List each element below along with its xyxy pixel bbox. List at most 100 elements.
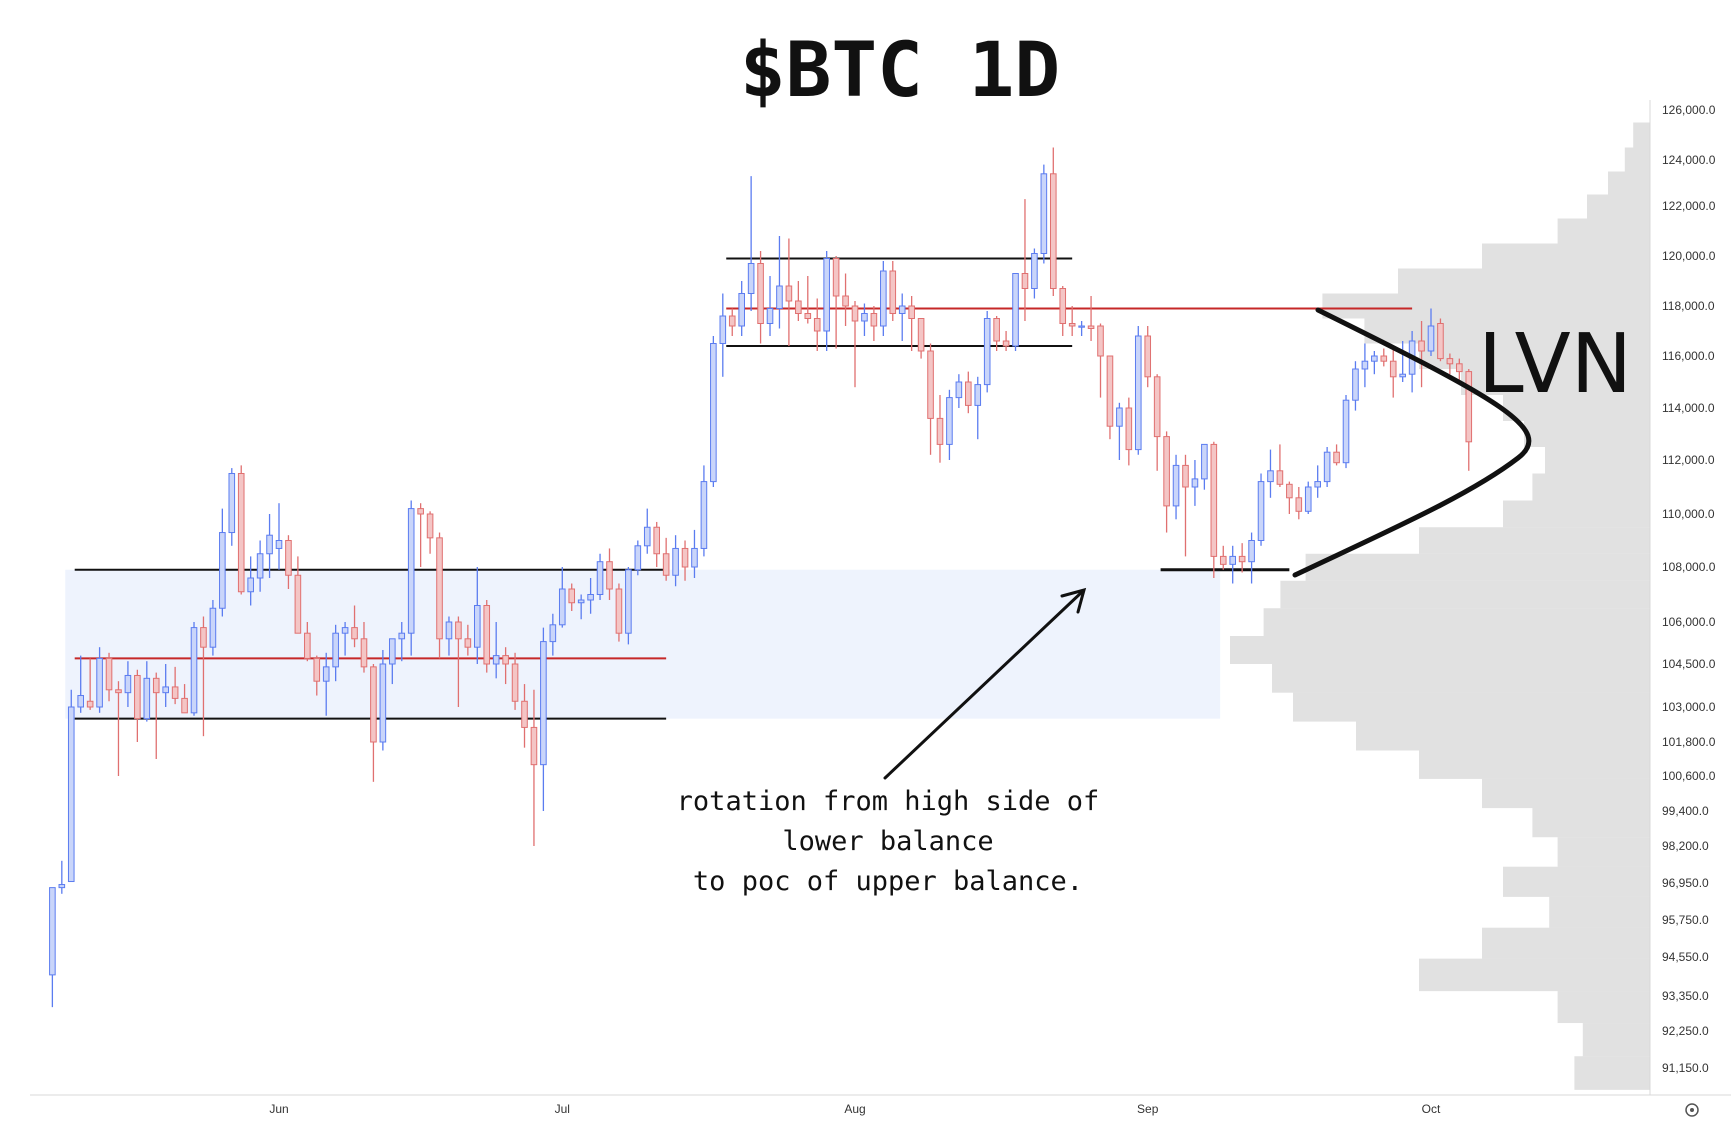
candle-body bbox=[880, 270, 887, 327]
candle bbox=[1333, 444, 1340, 466]
candle bbox=[266, 514, 273, 578]
candle bbox=[738, 281, 745, 336]
candle bbox=[124, 661, 132, 707]
candle-body bbox=[927, 350, 934, 419]
profile-bar bbox=[1419, 958, 1650, 992]
candle bbox=[861, 303, 868, 336]
candle-body bbox=[1182, 464, 1189, 488]
candle bbox=[1219, 545, 1227, 570]
candle-body bbox=[1078, 325, 1085, 328]
candle-body bbox=[304, 632, 311, 659]
candle-body bbox=[1286, 483, 1293, 499]
candle-body bbox=[1087, 325, 1095, 329]
candle-body bbox=[1437, 323, 1444, 360]
candle-body bbox=[426, 513, 434, 539]
candle-body bbox=[946, 397, 953, 445]
candle-body bbox=[1219, 555, 1227, 565]
profile-bar bbox=[1272, 664, 1650, 693]
candle-body bbox=[86, 700, 94, 708]
candle-body bbox=[1456, 363, 1463, 373]
candle-body bbox=[1049, 173, 1057, 289]
price-tick-label: 116,000.0 bbox=[1662, 349, 1715, 363]
profile-bar bbox=[1633, 122, 1650, 148]
candle bbox=[880, 261, 887, 336]
candle bbox=[615, 583, 623, 642]
candle bbox=[719, 293, 727, 377]
price-tick-label: 103,000.0 bbox=[1662, 700, 1716, 714]
profile-bar bbox=[1608, 171, 1650, 195]
candle-body bbox=[313, 657, 321, 682]
candle-body bbox=[492, 655, 500, 665]
candle-body bbox=[672, 547, 679, 576]
price-tick-label: 120,000.0 bbox=[1662, 249, 1716, 263]
candle-body bbox=[776, 285, 783, 309]
candle-body bbox=[1418, 340, 1425, 352]
candle-body bbox=[237, 473, 245, 593]
candle-body bbox=[322, 666, 330, 682]
candle-body bbox=[615, 588, 623, 634]
profile-bar bbox=[1419, 750, 1650, 779]
candle-body bbox=[530, 726, 538, 766]
candle bbox=[993, 316, 1000, 351]
candle bbox=[1295, 487, 1303, 520]
candle bbox=[417, 503, 424, 567]
candle-body bbox=[96, 657, 103, 708]
candle-body bbox=[653, 526, 661, 555]
candle bbox=[521, 684, 528, 748]
candle-body bbox=[738, 293, 745, 327]
settings-icon[interactable] bbox=[1685, 1103, 1699, 1117]
candle bbox=[294, 556, 302, 634]
candle-body bbox=[662, 553, 670, 576]
candle-body bbox=[1163, 436, 1170, 507]
candle bbox=[606, 548, 613, 600]
time-axis[interactable]: Jun Jul Aug Sep Oct bbox=[269, 1102, 1441, 1116]
candle bbox=[927, 343, 934, 455]
candle bbox=[596, 553, 604, 600]
candle bbox=[1229, 545, 1237, 584]
profile-bar bbox=[1503, 395, 1650, 421]
candle bbox=[672, 535, 679, 587]
candle bbox=[577, 594, 585, 620]
candle bbox=[455, 616, 462, 707]
candle bbox=[1106, 355, 1114, 440]
candle-body bbox=[728, 315, 736, 327]
candle-body bbox=[1106, 355, 1114, 427]
candle bbox=[511, 652, 519, 710]
candle-body bbox=[804, 313, 812, 319]
price-tick-label: 112,000.0 bbox=[1662, 453, 1715, 467]
candle bbox=[823, 251, 830, 351]
arrow-head bbox=[1060, 587, 1087, 614]
profile-bar bbox=[1503, 500, 1650, 528]
candle-body bbox=[294, 574, 302, 634]
candle-body bbox=[1352, 368, 1359, 401]
candle bbox=[1456, 358, 1463, 382]
candle-body bbox=[502, 655, 509, 665]
candle-body bbox=[341, 627, 349, 634]
candle bbox=[49, 887, 56, 1008]
note-line-1: rotation from high side of bbox=[677, 786, 1100, 817]
candle-body bbox=[1238, 555, 1246, 563]
candle bbox=[1314, 465, 1321, 498]
candle bbox=[181, 684, 188, 714]
note-line-3: to poc of upper balance. bbox=[693, 866, 1083, 897]
candle-body bbox=[785, 285, 793, 302]
profile-bar bbox=[1557, 218, 1650, 244]
profile-bar bbox=[1280, 580, 1650, 609]
candle bbox=[86, 658, 94, 710]
candle bbox=[898, 293, 906, 341]
candle-body bbox=[568, 588, 576, 604]
candle bbox=[58, 860, 66, 894]
candle-body bbox=[511, 663, 519, 702]
candle bbox=[1134, 326, 1142, 455]
profile-bar bbox=[1461, 369, 1650, 395]
candle-body bbox=[285, 540, 292, 576]
candle-body bbox=[445, 621, 453, 640]
price-axis[interactable]: 126,000.0 124,000.0 122,000.0 120,000.0 118,… bbox=[1662, 103, 1716, 1075]
candle bbox=[785, 238, 793, 346]
candle bbox=[379, 650, 387, 751]
candle-body bbox=[955, 381, 963, 399]
candle bbox=[426, 511, 434, 554]
candle bbox=[795, 281, 802, 321]
profile-bar bbox=[1549, 896, 1650, 928]
candle bbox=[1068, 306, 1076, 336]
